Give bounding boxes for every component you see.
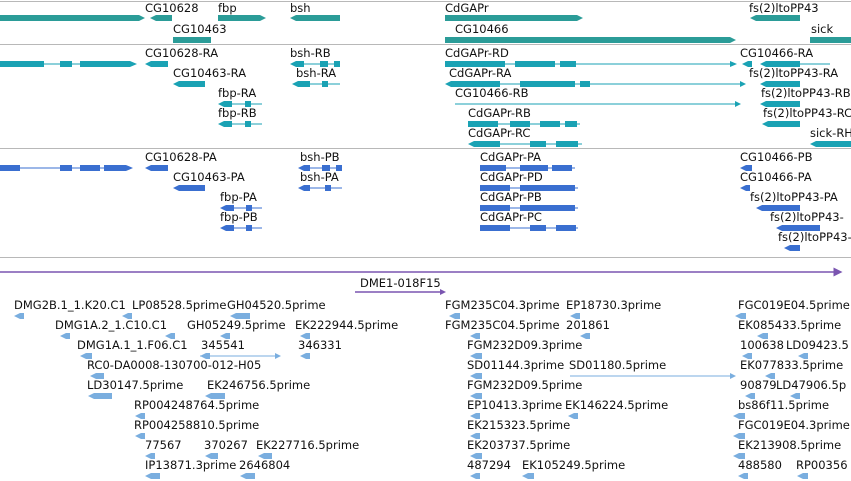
protein-label[interactable]: CdGAPr-PC (480, 210, 542, 224)
clone-label[interactable]: DMG2B.1_1.K20.C1 (14, 298, 126, 312)
track-separator (0, 257, 851, 258)
protein-label[interactable]: bsh-PA (300, 170, 339, 184)
clone-label[interactable]: FGM235C04.3prime (445, 298, 560, 312)
clone-label[interactable]: IP13871.3prime (145, 458, 237, 472)
clone-label[interactable]: DMG1A.1_1.F06.C1 (77, 338, 188, 352)
protein-label[interactable]: CG10466-PA (740, 170, 812, 184)
transcript-label[interactable]: fs(2)ltoPP43-RB (761, 86, 851, 100)
clone-label[interactable]: FGC019E04.5prime (738, 298, 850, 312)
transcript-label[interactable]: bsh-RB (290, 46, 331, 60)
clone-label[interactable]: EP10413.3prime (467, 398, 563, 412)
transcript-label[interactable]: CG10466-RA (740, 46, 814, 60)
track-separator (0, 1, 851, 2)
protein-label[interactable]: CdGAPr-PB (480, 190, 542, 204)
clone-label[interactable]: 2646804 (239, 458, 291, 472)
protein-label[interactable]: bsh-PB (300, 150, 340, 164)
gene-label[interactable]: fs(2)ltoPP43 (749, 1, 819, 15)
clone-label[interactable]: 201861 (566, 318, 610, 332)
transcript-label[interactable]: fs(2)ltoPP43-RC (763, 106, 851, 120)
transcript-label[interactable]: CdGAPr-RD (445, 46, 509, 60)
protein-label[interactable]: CdGAPr-PA (480, 150, 542, 164)
clone-label[interactable]: FGM232D09.5prime (467, 378, 583, 392)
protein-label[interactable]: CdGAPr-PD (480, 170, 543, 184)
clone-label[interactable]: 345541 (201, 338, 245, 352)
gene-label[interactable]: CG10628 (145, 1, 199, 15)
clone-label[interactable]: RP00356 (796, 458, 848, 472)
clone-label[interactable]: FGC019E04.3prime (738, 418, 850, 432)
protein-track-features[interactable] (0, 165, 820, 251)
clone-label[interactable]: RC0-DA0008-130700-012-H05 (87, 358, 262, 372)
gene-label[interactable]: bsh (290, 1, 311, 15)
clone-label[interactable]: 90879 (740, 378, 777, 392)
clone-label[interactable]: 100638 (740, 338, 784, 352)
gene-label[interactable]: CG10466 (455, 22, 509, 36)
protein-label[interactable]: CG10466-PB (740, 150, 813, 164)
clone-label[interactable]: EK085433.5prime (738, 318, 842, 332)
clone-label[interactable]: FGM235C04.5prime (445, 318, 560, 332)
clone-label[interactable]: GH05249.5prime (187, 318, 286, 332)
clone-label[interactable]: EK222944.5prime (295, 318, 399, 332)
transcript-label[interactable]: bsh-RA (296, 66, 337, 80)
clone-label[interactable]: EK105249.5prime (522, 458, 626, 472)
clone-label[interactable]: FGM232D09.3prime (467, 338, 583, 352)
gene-label[interactable]: sick (811, 22, 834, 36)
clone-label[interactable]: LD30147.5prime (87, 378, 184, 392)
clone-label[interactable]: bs86f11.5prime (738, 398, 830, 412)
clone-label[interactable]: LD47906.5p (776, 378, 847, 392)
clone-label[interactable]: RP004258810.5prime (134, 418, 260, 432)
scaffold-feature[interactable] (0, 267, 843, 295)
clone-label[interactable]: SD01180.5prime (569, 358, 667, 372)
transcript-label[interactable]: CdGAPr-RA (449, 66, 512, 80)
transcript-track-features[interactable] (0, 61, 851, 147)
gene-label[interactable]: CdGAPr (445, 1, 489, 15)
clone-track-features[interactable] (14, 313, 808, 479)
protein-label[interactable]: fs(2)ltoPP43-PA (750, 190, 838, 204)
transcript-label[interactable]: fs(2)ltoPP43-RA (749, 66, 839, 80)
transcript-label[interactable]: CG10466-RB (455, 86, 529, 100)
clone-label[interactable]: GH04520.5prime (227, 298, 326, 312)
clone-label[interactable]: EK077833.5prime (740, 358, 844, 372)
clone-label[interactable]: 346331 (298, 338, 342, 352)
transcript-label[interactable]: CG10628-RA (145, 46, 219, 60)
protein-label[interactable]: fs(2)ltoPP43- (778, 230, 851, 244)
clone-label[interactable]: EK203737.5prime (467, 438, 571, 452)
clone-label[interactable]: 77567 (145, 438, 182, 452)
transcript-label[interactable]: CdGAPr-RC (468, 126, 531, 140)
track-separator (0, 148, 851, 149)
transcript-label[interactable]: CdGAPr-RB (468, 106, 531, 120)
transcript-label[interactable]: sick-RH (810, 126, 851, 140)
protein-label[interactable]: fbp-PA (220, 190, 257, 204)
clone-label[interactable]: DMG1A.2_1.C10.C1 (55, 318, 168, 332)
clone-label[interactable]: EK215323.5prime (467, 418, 571, 432)
gene-track-features[interactable] (0, 15, 851, 43)
clone-label[interactable]: EK227716.5prime (256, 438, 360, 452)
protein-label[interactable]: CG10628-PA (145, 150, 217, 164)
transcript-label[interactable]: fbp-RB (218, 106, 257, 120)
protein-label[interactable]: CG10463-PA (173, 170, 245, 184)
gene-label[interactable]: fbp (218, 1, 237, 15)
clone-label[interactable]: EK146224.5prime (565, 398, 669, 412)
scaffold-label[interactable]: DME1-018F15 (360, 276, 441, 290)
clone-label[interactable]: EP18730.3prime (566, 298, 662, 312)
clone-label[interactable]: LP08528.5prime (132, 298, 227, 312)
protein-label[interactable]: fs(2)ltoPP43- (770, 210, 844, 224)
clone-label[interactable]: 370267 (204, 438, 248, 452)
clone-label[interactable]: 488580 (738, 458, 782, 472)
clone-label[interactable]: LD09423.5 (786, 338, 849, 352)
clone-label[interactable]: EK213908.5prime (738, 438, 842, 452)
clone-label[interactable]: 487294 (467, 458, 511, 472)
protein-label[interactable]: fbp-PB (220, 210, 258, 224)
gene-label[interactable]: CG10463 (173, 22, 227, 36)
clone-label[interactable]: SD01144.3prime (467, 358, 565, 372)
transcript-label[interactable]: fbp-RA (218, 86, 257, 100)
clone-label[interactable]: RP004248764.5prime (134, 398, 260, 412)
track-separator (0, 44, 851, 45)
transcript-label[interactable]: CG10463-RA (173, 66, 247, 80)
clone-label[interactable]: EK246756.5prime (207, 378, 311, 392)
